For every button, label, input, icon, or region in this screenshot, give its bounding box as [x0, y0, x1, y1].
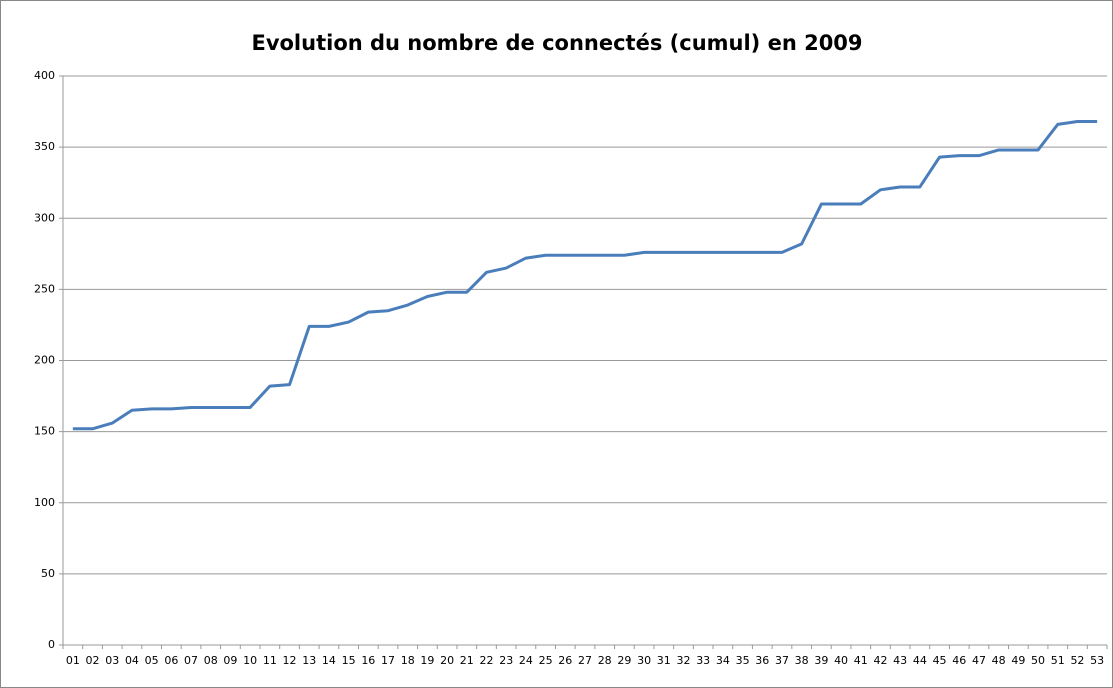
y-tick-label: 300 — [34, 211, 55, 224]
x-tick-label: 15 — [342, 654, 356, 667]
x-tick-label: 42 — [873, 654, 887, 667]
x-tick-label: 12 — [283, 654, 297, 667]
x-tick-label: 20 — [440, 654, 454, 667]
x-tick-label: 31 — [657, 654, 671, 667]
x-tick-label: 53 — [1090, 654, 1104, 667]
x-tick-label: 22 — [480, 654, 494, 667]
x-tick-label: 35 — [736, 654, 750, 667]
y-tick-label: 250 — [34, 282, 55, 295]
x-tick-label: 36 — [755, 654, 769, 667]
x-tick-label: 40 — [834, 654, 848, 667]
x-tick-label: 16 — [361, 654, 375, 667]
x-tick-label: 06 — [164, 654, 178, 667]
chart-title: Evolution du nombre de connectés (cumul)… — [251, 31, 862, 55]
x-tick-label: 17 — [381, 654, 395, 667]
y-tick-label: 400 — [34, 69, 55, 82]
x-tick-label: 52 — [1070, 654, 1084, 667]
x-tick-label: 32 — [676, 654, 690, 667]
x-tick-label: 50 — [1031, 654, 1045, 667]
x-tick-label: 07 — [184, 654, 198, 667]
x-tick-label: 23 — [499, 654, 513, 667]
x-tick-label: 13 — [302, 654, 316, 667]
x-tick-label: 27 — [578, 654, 592, 667]
x-tick-label: 05 — [145, 654, 159, 667]
y-tick-label: 200 — [34, 354, 55, 367]
x-tick-label: 08 — [204, 654, 218, 667]
x-tick-label: 11 — [263, 654, 277, 667]
x-tick-label: 37 — [775, 654, 789, 667]
x-tick-label: 39 — [814, 654, 828, 667]
x-tick-label: 45 — [933, 654, 947, 667]
x-tick-label: 18 — [401, 654, 415, 667]
x-tick-label: 24 — [519, 654, 533, 667]
x-tick-label: 34 — [716, 654, 730, 667]
x-tick-label: 14 — [322, 654, 336, 667]
x-tick-label: 25 — [539, 654, 553, 667]
x-tick-label: 47 — [972, 654, 986, 667]
x-tick-label: 29 — [617, 654, 631, 667]
x-tick-label: 02 — [86, 654, 100, 667]
y-tick-label: 100 — [34, 496, 55, 509]
x-tick-label: 49 — [1011, 654, 1025, 667]
x-tick-label: 33 — [696, 654, 710, 667]
x-tick-label: 26 — [558, 654, 572, 667]
x-tick-label: 44 — [913, 654, 927, 667]
x-tick-label: 19 — [420, 654, 434, 667]
x-tick-label: 43 — [893, 654, 907, 667]
y-tick-label: 0 — [48, 638, 55, 651]
x-tick-label: 38 — [795, 654, 809, 667]
x-tick-label: 48 — [992, 654, 1006, 667]
x-tick-label: 09 — [223, 654, 237, 667]
x-tick-label: 28 — [598, 654, 612, 667]
x-tick-label: 46 — [952, 654, 966, 667]
y-tick-label: 150 — [34, 425, 55, 438]
x-tick-label: 41 — [854, 654, 868, 667]
x-tick-label: 04 — [125, 654, 139, 667]
x-tick-label: 21 — [460, 654, 474, 667]
x-tick-label: 30 — [637, 654, 651, 667]
y-tick-label: 50 — [41, 567, 55, 580]
x-tick-label: 03 — [105, 654, 119, 667]
x-tick-label: 51 — [1051, 654, 1065, 667]
x-tick-label: 10 — [243, 654, 257, 667]
y-tick-label: 350 — [34, 140, 55, 153]
line-series — [72, 120, 1098, 431]
x-tick-label: 01 — [66, 654, 80, 667]
